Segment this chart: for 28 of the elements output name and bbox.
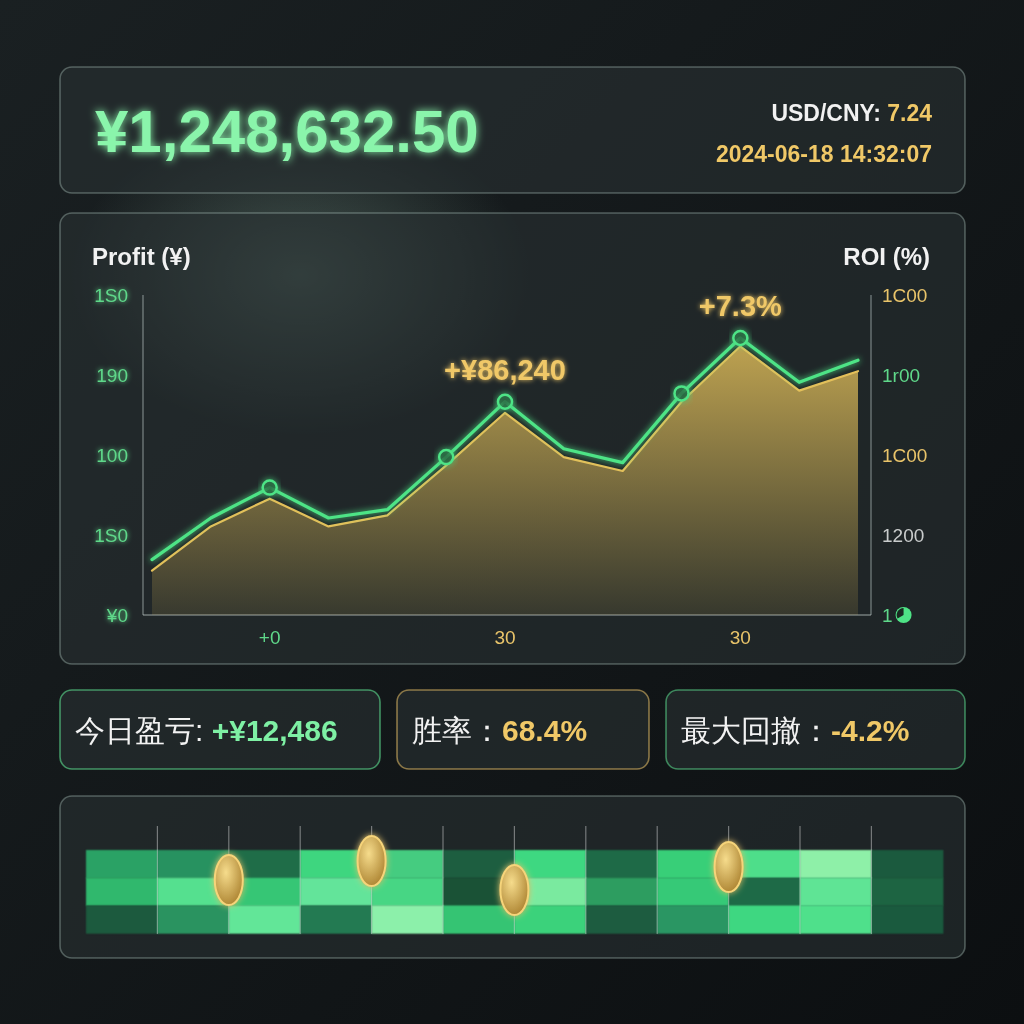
text: 1S0 [94,525,128,546]
x-tick-label: 30 [729,627,751,648]
text: 1C00 [882,285,928,306]
text: 190 [96,365,128,386]
text: 1r00 [882,365,921,386]
x-tick-label: 30 [494,627,516,648]
text: 1S0 [94,285,128,306]
text: 最大回撤：-4.2% [681,714,910,747]
text: 100 [96,445,128,466]
x-tick-label: +0 [258,627,281,648]
text: +7.3% [698,290,783,322]
text: USD/CNY: 7.24 [771,100,933,126]
point [673,385,690,402]
text: ¥1,248,632.50 [95,98,479,165]
point [437,448,455,466]
point [261,479,278,496]
text: 今日盈亏: +¥12,486 [75,714,338,747]
y2-axis-title: ROI (%) [843,243,930,270]
text: ¥0 [105,605,128,626]
text: 1 [882,605,893,626]
text: 2024-06-18 14:32:07 [715,141,932,167]
y-axis-title: Profit (¥) [92,243,191,270]
point [496,393,514,410]
text: 1C00 [882,445,928,466]
text: 1200 [882,525,925,546]
point [732,329,749,347]
text: 胜率：68.4% [412,714,588,747]
annotation: +¥86,240 [444,353,566,386]
